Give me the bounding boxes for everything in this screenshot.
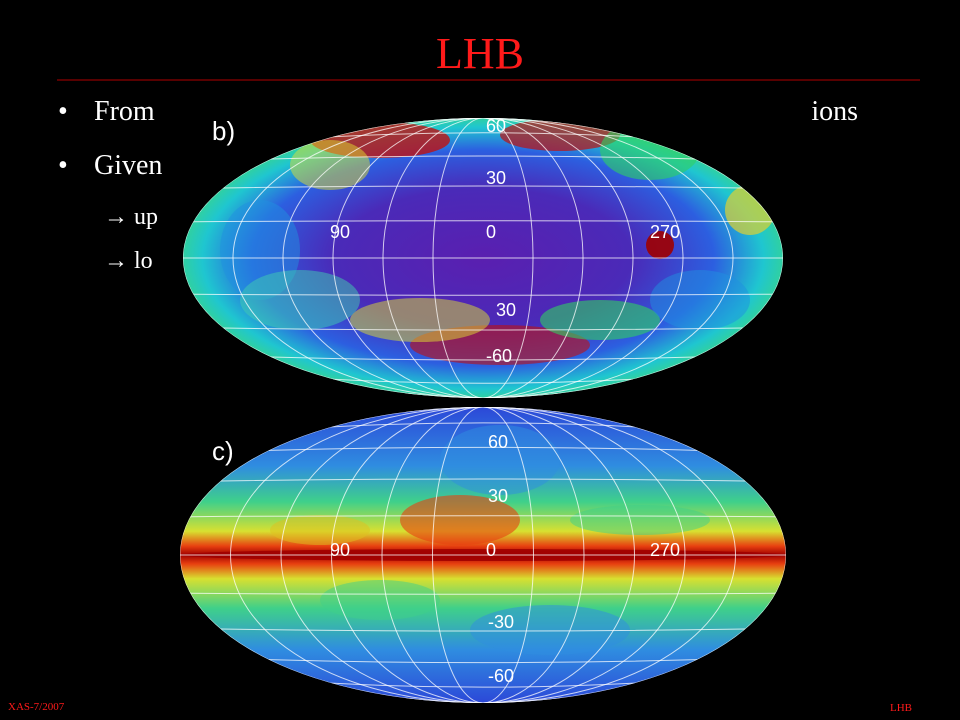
bullet: Given xyxy=(94,150,162,181)
footer-right: LHB xyxy=(890,702,912,714)
parallel xyxy=(404,697,562,703)
texture xyxy=(600,120,700,180)
bullet: ions xyxy=(811,96,858,127)
parallel xyxy=(223,327,743,331)
texture xyxy=(270,515,370,545)
parallel xyxy=(404,407,562,413)
map-label: 30 xyxy=(496,300,516,320)
texture xyxy=(240,270,360,330)
texture xyxy=(570,505,710,535)
parallel xyxy=(331,682,635,688)
parallel xyxy=(268,446,698,451)
texture xyxy=(440,425,560,495)
map-label: -60 xyxy=(486,346,512,366)
texture xyxy=(350,298,490,342)
map-label: 90 xyxy=(330,222,350,242)
map-label: 270 xyxy=(650,222,680,242)
map-label: 60 xyxy=(486,116,506,136)
map-label: 30 xyxy=(488,486,508,506)
parallel xyxy=(268,659,698,664)
parallel xyxy=(220,478,746,482)
texture xyxy=(650,270,750,330)
map-label: 0 xyxy=(486,222,496,242)
parallel xyxy=(332,132,634,138)
texture xyxy=(470,605,630,655)
map-label: 270 xyxy=(650,540,680,560)
parallel xyxy=(270,356,696,361)
slide-title: LHB xyxy=(436,29,524,78)
texture xyxy=(290,140,370,190)
map-label: -60 xyxy=(488,666,514,686)
parallel xyxy=(220,628,746,632)
panel-label: b) xyxy=(212,116,235,146)
texture xyxy=(725,185,775,235)
bullet-marker: • xyxy=(58,150,68,181)
panel-label: c) xyxy=(212,436,234,466)
map-label: -30 xyxy=(488,612,514,632)
sky-map: b) 60 30 90 0 270 30 -60 xyxy=(183,116,783,398)
parallel xyxy=(193,220,773,223)
texture xyxy=(400,495,520,545)
map-label: 30 xyxy=(486,168,506,188)
map-label: 90 xyxy=(330,540,350,560)
texture xyxy=(320,580,440,620)
sub-bullet: → up xyxy=(104,204,158,230)
parallel xyxy=(270,155,696,160)
sky-map: c) 60 30 90 0 270 -30 -60 xyxy=(180,407,786,703)
texture xyxy=(540,300,660,340)
map-label: 0 xyxy=(486,540,496,560)
footer-left: XAS-7/2007 xyxy=(8,701,65,713)
bullet-marker: • xyxy=(58,96,68,127)
parallel xyxy=(332,378,634,384)
map-label: 60 xyxy=(488,432,508,452)
sub-bullet: → lo xyxy=(104,248,153,274)
parallel xyxy=(190,515,776,518)
bullet: From xyxy=(94,96,155,127)
parallel xyxy=(331,422,635,428)
texture xyxy=(646,231,674,259)
parallel xyxy=(190,592,776,595)
parallel xyxy=(223,185,743,189)
parallel xyxy=(193,293,773,296)
